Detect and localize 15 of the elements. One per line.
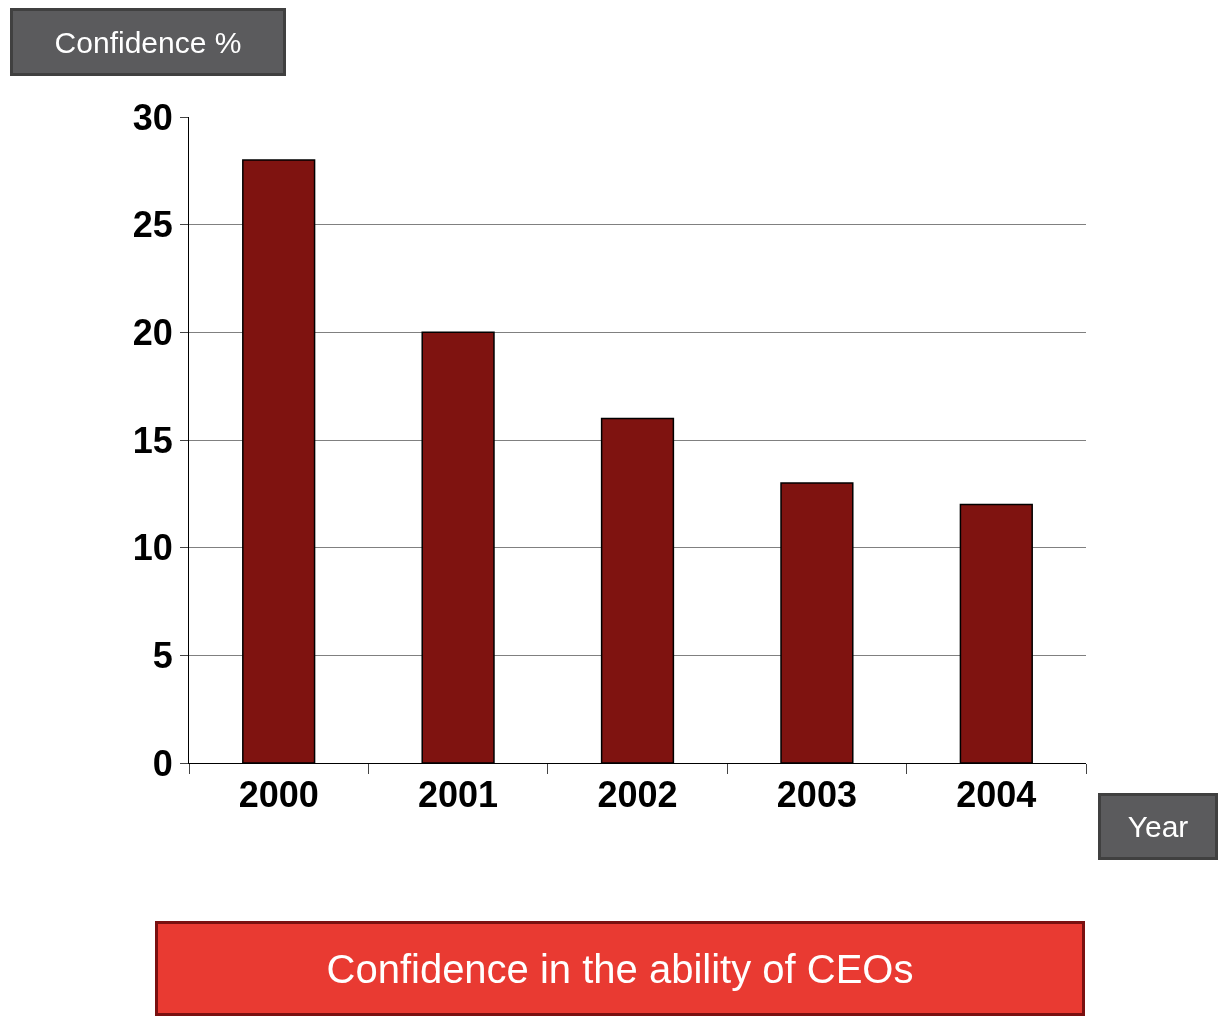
x-tick-label: 2001: [418, 774, 499, 816]
text: Confidence in the ability of CEOs: [326, 946, 914, 991]
y-tick-label: 15: [132, 419, 173, 461]
y-tick-label: 30: [132, 96, 173, 138]
x-tick-label: 2002: [597, 774, 678, 816]
x-tick-label: 2003: [776, 774, 857, 816]
x-tick-label: 2004: [956, 774, 1037, 816]
y-tick-label: 5: [152, 634, 173, 676]
y-tick-label: 10: [132, 527, 173, 569]
y-axis-title: Confidence %: [54, 25, 242, 59]
y-tick-label: 0: [152, 742, 173, 784]
y-tick-label: 25: [132, 204, 173, 246]
x-axis-title: Year: [1127, 810, 1189, 843]
y-tick-label: 20: [132, 311, 173, 353]
x-tick-label: 2000: [238, 774, 319, 816]
